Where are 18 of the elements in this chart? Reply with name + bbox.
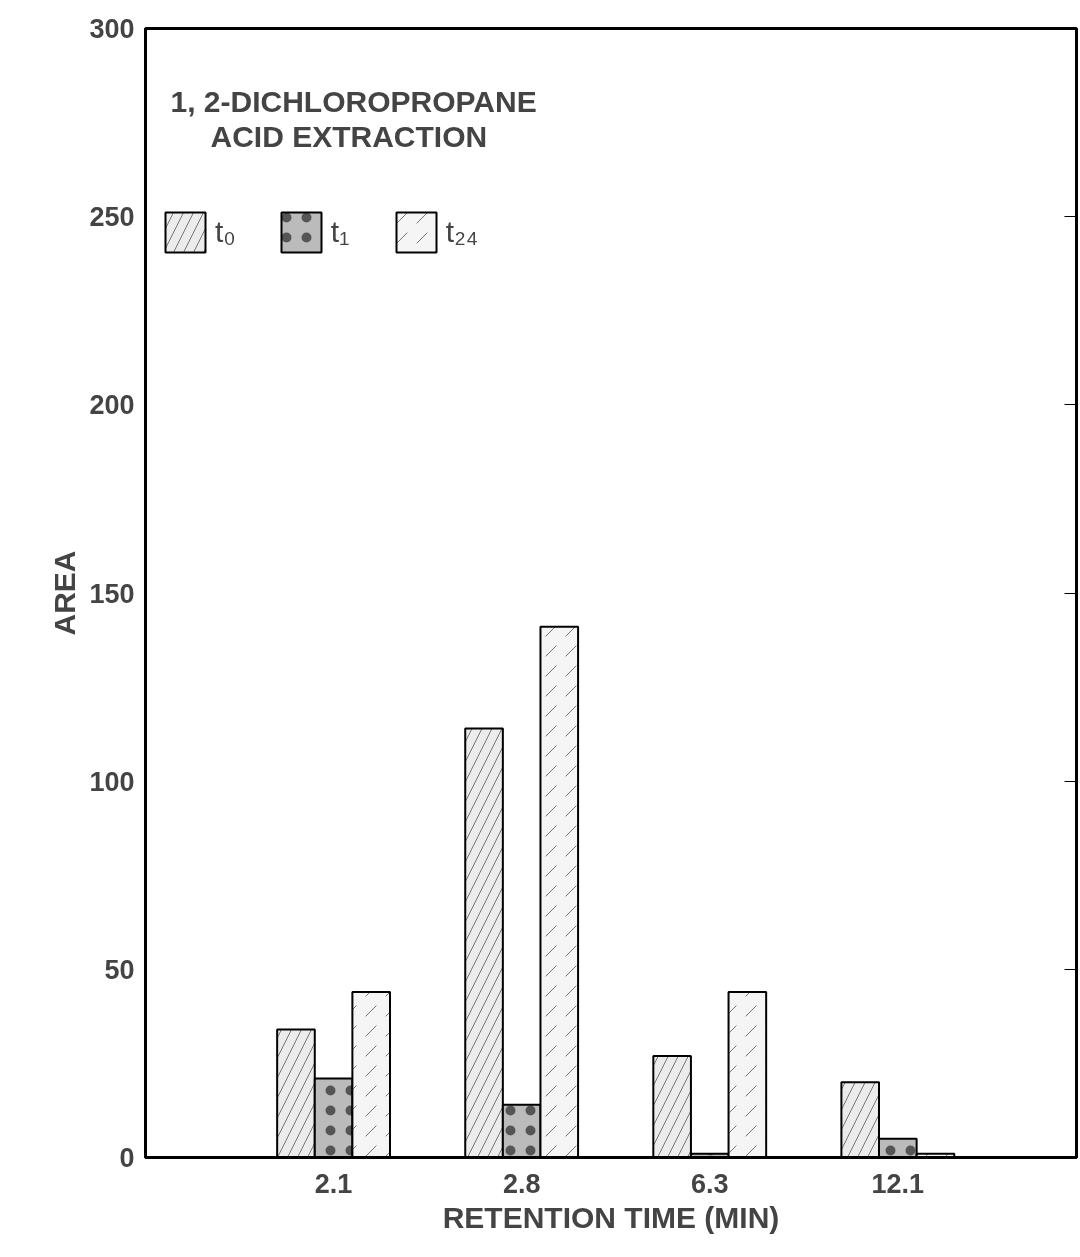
y-tick-label: 0 [119,1143,135,1173]
x-tick-label: 6.3 [690,1168,729,1199]
y-tick-label: 300 [89,14,135,44]
legend-label: t₁ [330,215,351,249]
y-axis-title: AREA [48,550,82,636]
legend-label: t₀ [215,215,236,249]
y-tick-label: 200 [89,390,135,421]
x-axis-title: RETENTION TIME (MIN) [442,1200,780,1234]
text: 1, 2-DICHLOROPROPANE [170,84,537,118]
text: ACID EXTRACTION [210,119,488,153]
y-tick-label: 50 [104,954,135,985]
x-tick-label: 2.8 [502,1168,541,1199]
x-tick-label: 12.1 [871,1168,925,1199]
y-tick-label: 100 [89,766,135,797]
y-tick-label: 250 [89,202,135,233]
y-tick-label: 150 [89,578,135,609]
legend-label: t₂₄ [445,215,479,249]
x-tick-label: 2.1 [314,1168,353,1199]
